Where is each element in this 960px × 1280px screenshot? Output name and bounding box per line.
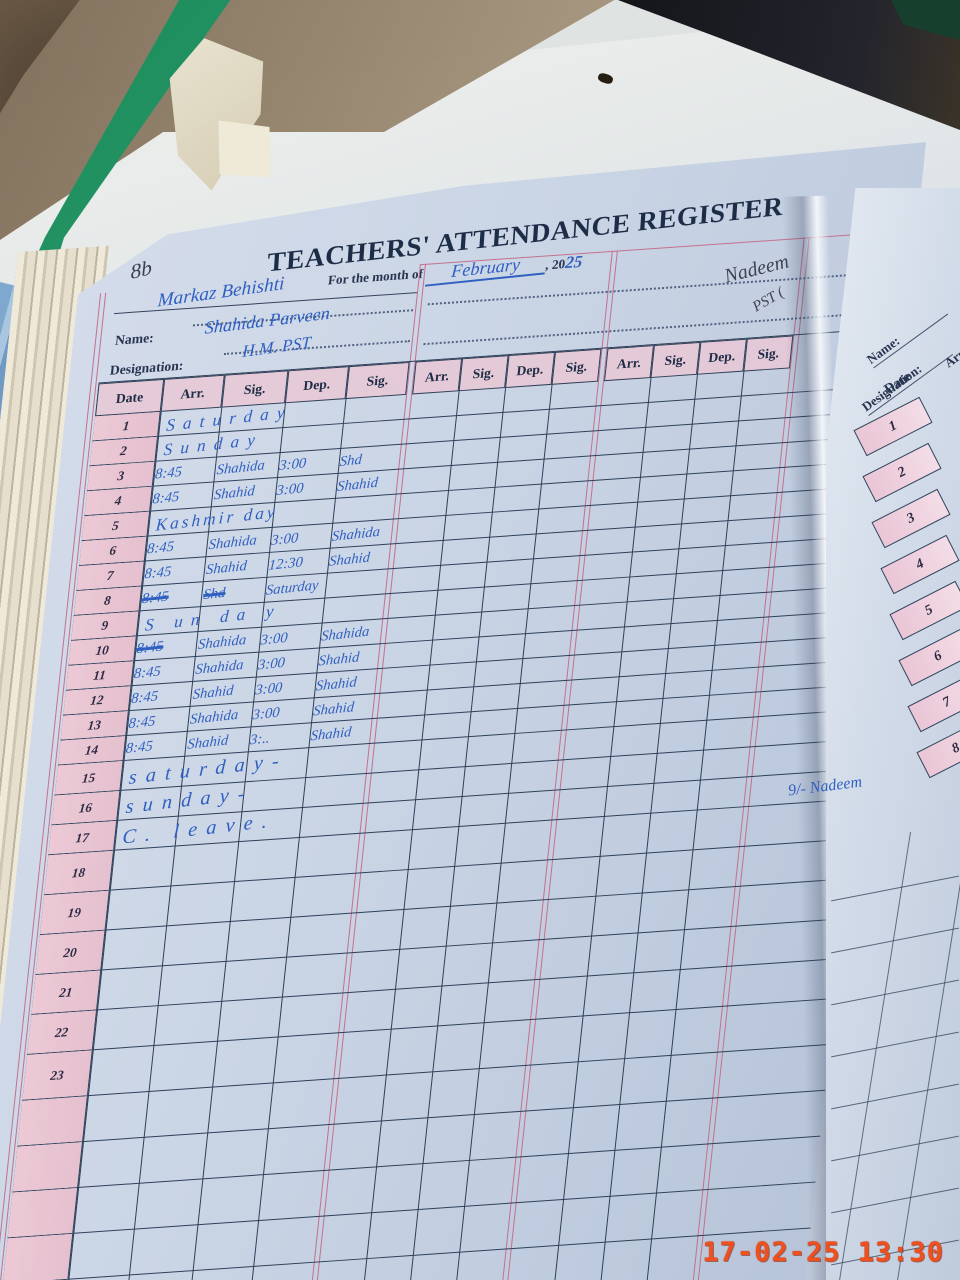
date-cell: 11 <box>66 661 134 689</box>
date-cell: 8 <box>74 586 142 614</box>
date-cell: 19 <box>40 891 110 934</box>
next-page-grid-hline <box>831 979 959 1006</box>
next-page-grid-hline <box>831 1135 959 1162</box>
date-cell: 23 <box>22 1050 92 1099</box>
date-cell: 2 <box>90 437 158 465</box>
year-prefix: , 20 <box>544 256 566 273</box>
handwritten-page-number: 8b <box>129 255 153 284</box>
date-cell: 1 <box>93 412 161 440</box>
date-cell: 5 <box>82 512 150 540</box>
date-cell: 3 <box>87 462 155 490</box>
header-cell-arr: Arr. <box>412 358 462 394</box>
designation-label: Designation: <box>109 357 185 378</box>
date-cell: 4 <box>85 487 153 515</box>
date-cell: 12 <box>63 686 131 714</box>
header-cell-sig: Sig. <box>459 355 509 391</box>
date-cell: 16 <box>52 791 121 824</box>
attendance-table-rows: 1 Saturday 2 Sunday 3 8:45 Shahida 3:00 Shd 4 8:45… <box>3 361 903 1280</box>
date-cell: 17 <box>48 821 117 854</box>
date-cell: 10 <box>69 636 137 664</box>
header-cell-sig: Sig. <box>345 362 409 399</box>
date-cell: 9 <box>71 611 139 639</box>
header-cell-arr: Arr. <box>161 375 225 412</box>
header-cell-dep: Dep. <box>697 339 747 375</box>
name-label: Name: <box>114 330 155 348</box>
date-cell <box>3 1234 73 1280</box>
header-cell-sig: Sig. <box>650 342 700 378</box>
date-cell: 15 <box>55 761 124 794</box>
header-cell-dep: Dep. <box>285 366 349 403</box>
header-cell-dep: Dep. <box>505 352 555 388</box>
next-page-grid-hline <box>831 875 959 902</box>
date-cell: 6 <box>79 537 147 565</box>
camera-timestamp: 17-02-25 13:30 <box>702 1237 944 1268</box>
date-cell: 13 <box>61 711 129 739</box>
date-cell: 22 <box>27 1010 97 1053</box>
date-cell <box>17 1096 87 1145</box>
next-page-grid-hline <box>831 1031 959 1058</box>
header-cell-arr: Arr. <box>604 345 654 381</box>
header-cell-date: Date <box>95 379 164 416</box>
date-cell: 7 <box>77 561 145 589</box>
next-page-grid-hline <box>831 1083 959 1110</box>
date-cell <box>8 1188 78 1237</box>
date-cell: 20 <box>36 931 106 974</box>
header-cell-sig: Sig. <box>552 349 602 385</box>
handwritten-designation: H.M. PST <box>241 332 312 362</box>
section-name-dotted-line <box>423 310 906 345</box>
date-cell: 18 <box>44 851 114 894</box>
next-page-grid-vline <box>867 831 960 1280</box>
date-cell: 21 <box>31 970 101 1013</box>
date-cell: 14 <box>58 736 126 764</box>
date-cell <box>13 1142 83 1191</box>
month-label: For the month of <box>327 265 424 288</box>
